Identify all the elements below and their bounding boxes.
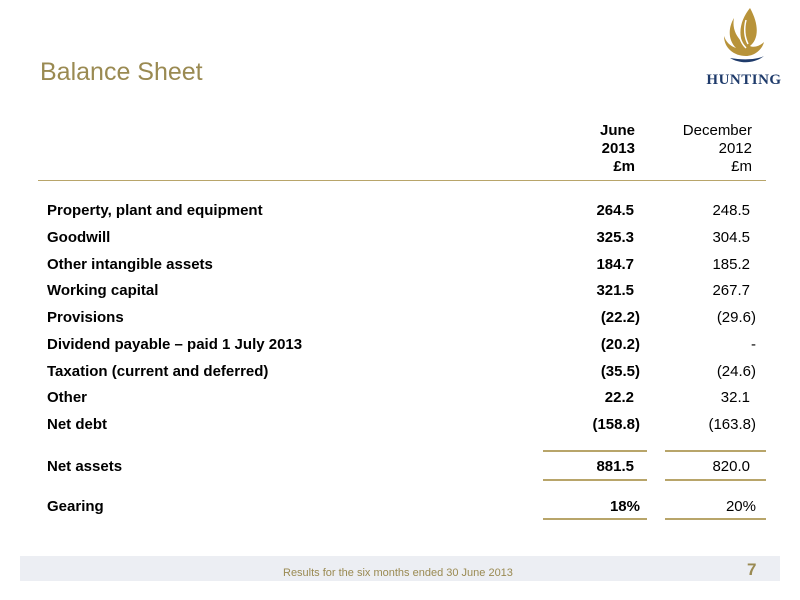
column-header-line: 2013 <box>601 140 635 157</box>
row-label: Property, plant and equipment <box>47 202 263 219</box>
row-label: Goodwill <box>47 229 111 246</box>
gearing-rule <box>665 518 766 520</box>
table-row: Other 22.2 32.1 <box>0 389 800 409</box>
table-row: Provisions (22.2) (29.6) <box>0 309 800 329</box>
table-row: Taxation (current and deferred) (35.5) (… <box>0 363 800 383</box>
row-label: Dividend payable – paid 1 July 2013 <box>47 336 303 353</box>
header-divider <box>38 180 766 181</box>
column-header-june-2013: June 2013 £m <box>600 122 635 176</box>
december-2012-value: 304.5 <box>712 229 750 246</box>
june-2013-value: (20.2) <box>600 336 640 353</box>
december-2012-value: - <box>751 336 756 353</box>
december-2012-value: 267.7 <box>712 282 750 299</box>
december-2012-value: (163.8) <box>708 416 756 433</box>
table-row: Property, plant and equipment 264.5 248.… <box>0 202 800 222</box>
page-number: 7 <box>747 560 757 579</box>
row-label: Net debt <box>47 416 107 433</box>
column-header-line: June <box>599 122 635 139</box>
column-header-line: December <box>682 122 752 139</box>
december-2012-value: 32.1 <box>720 389 750 406</box>
total-rule <box>543 479 647 481</box>
net-assets-row: Net assets 881.5 820.0 <box>0 458 800 478</box>
row-label: Provisions <box>47 309 124 326</box>
gearing-row: Gearing 18% 20% <box>0 498 800 518</box>
june-2013-value: (158.8) <box>592 416 640 433</box>
june-2013-value: 881.5 <box>596 458 634 475</box>
column-header-line: 2012 <box>718 140 752 157</box>
row-label: Working capital <box>47 282 159 299</box>
december-2012-value: 185.2 <box>712 256 750 273</box>
row-label: Other intangible assets <box>47 256 213 273</box>
footer-bar <box>20 556 780 581</box>
december-2012-value: (24.6) <box>716 363 756 380</box>
column-header-line: £m <box>613 158 635 175</box>
june-2013-value: (22.2) <box>600 309 640 326</box>
june-2013-value: 264.5 <box>596 202 634 219</box>
column-header-december-2012: December 2012 £m <box>683 122 752 176</box>
total-rule <box>665 479 766 481</box>
june-2013-value: (35.5) <box>600 363 640 380</box>
footer-text: Results for the six months ended 30 June… <box>283 567 513 579</box>
table-row: Dividend payable – paid 1 July 2013 (20.… <box>0 336 800 356</box>
row-label: Net assets <box>47 458 123 475</box>
december-2012-value: 820.0 <box>712 458 750 475</box>
december-2012-value: 248.5 <box>712 202 750 219</box>
june-2013-value: 321.5 <box>596 282 634 299</box>
winged-bird-icon <box>724 8 764 63</box>
hunting-logo: HUNTING <box>704 6 784 90</box>
june-2013-value: 22.2 <box>604 389 634 406</box>
june-2013-value: 18% <box>609 498 640 515</box>
row-label: Other <box>47 389 88 406</box>
december-2012-value: 20% <box>725 498 756 515</box>
subtotal-rule <box>665 450 766 452</box>
table-row: Goodwill 325.3 304.5 <box>0 229 800 249</box>
table-row: Working capital 321.5 267.7 <box>0 282 800 302</box>
row-label: Taxation (current and deferred) <box>47 363 269 380</box>
column-header-line: £m <box>731 158 752 175</box>
logo-text: HUNTING <box>706 72 782 88</box>
june-2013-value: 325.3 <box>596 229 634 246</box>
table-row: Net debt (158.8) (163.8) <box>0 416 800 436</box>
row-label: Gearing <box>47 498 104 515</box>
june-2013-value: 184.7 <box>596 256 634 273</box>
table-row: Other intangible assets 184.7 185.2 <box>0 256 800 276</box>
page-title: Balance Sheet <box>40 58 203 86</box>
subtotal-rule <box>543 450 647 452</box>
gearing-rule <box>543 518 647 520</box>
december-2012-value: (29.6) <box>716 309 756 326</box>
